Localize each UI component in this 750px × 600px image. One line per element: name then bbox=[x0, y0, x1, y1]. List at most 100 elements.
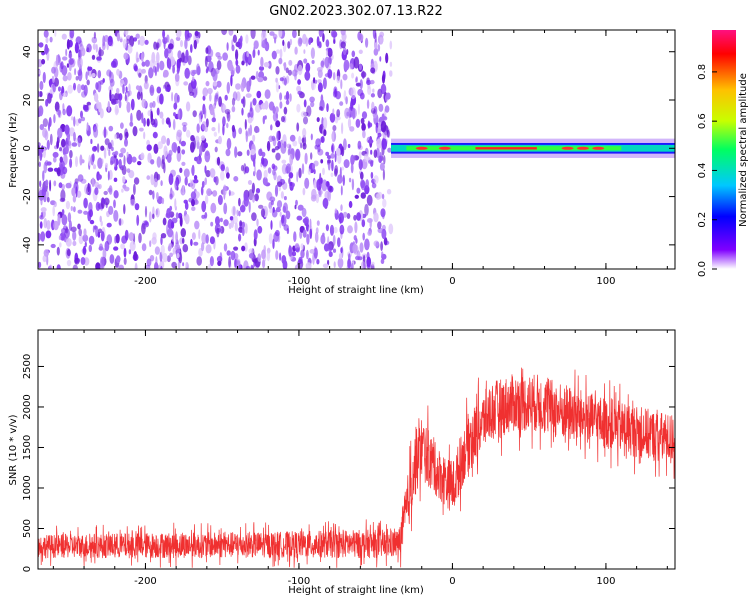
noise-blob bbox=[308, 37, 312, 46]
noise-blob bbox=[283, 77, 287, 86]
noise-blob bbox=[68, 140, 72, 149]
noise-blob bbox=[66, 39, 70, 50]
noise-blob bbox=[73, 206, 76, 213]
noise-blob bbox=[334, 150, 337, 163]
noise-blob bbox=[275, 106, 279, 114]
noise-blob bbox=[353, 56, 360, 69]
noise-blob bbox=[261, 39, 268, 49]
noise-blob bbox=[111, 146, 114, 152]
noise-blob bbox=[190, 191, 197, 200]
noise-blob bbox=[152, 65, 157, 73]
noise-blob bbox=[53, 114, 56, 124]
noise-blob bbox=[93, 181, 100, 188]
noise-blob bbox=[380, 83, 387, 95]
noise-blob bbox=[286, 163, 291, 174]
noise-blob bbox=[379, 36, 384, 45]
noise-blob bbox=[215, 94, 218, 100]
noise-blob bbox=[121, 164, 124, 170]
noise-blob bbox=[144, 39, 149, 45]
noise-blob bbox=[370, 149, 373, 155]
noise-blob bbox=[288, 177, 291, 185]
noise-blob bbox=[343, 59, 350, 71]
noise-blob bbox=[223, 189, 226, 200]
noise-blob bbox=[309, 218, 312, 230]
noise-blob bbox=[45, 179, 49, 187]
noise-blob bbox=[296, 122, 300, 132]
noise-blob bbox=[103, 190, 108, 196]
noise-blob bbox=[373, 48, 379, 56]
noise-blob bbox=[228, 256, 232, 268]
noise-blob bbox=[275, 66, 280, 75]
noise-blob bbox=[367, 86, 372, 95]
noise-blob bbox=[340, 247, 343, 254]
noise-blob bbox=[354, 221, 358, 234]
noise-blob bbox=[350, 99, 354, 112]
noise-blob bbox=[137, 161, 142, 166]
noise-blob bbox=[184, 201, 189, 210]
snr-line bbox=[38, 367, 675, 568]
noise-blob bbox=[279, 101, 283, 109]
noise-blob bbox=[129, 35, 135, 48]
noise-blob bbox=[99, 264, 105, 269]
noise-blob bbox=[129, 240, 136, 252]
noise-blob bbox=[133, 183, 136, 196]
noise-blob bbox=[174, 179, 179, 191]
noise-blob bbox=[247, 116, 253, 124]
noise-blob bbox=[234, 222, 238, 232]
noise-blob bbox=[316, 117, 320, 123]
noise-blob bbox=[42, 127, 48, 138]
noise-blob bbox=[350, 163, 354, 174]
noise-blob bbox=[347, 117, 352, 129]
noise-blob bbox=[321, 179, 328, 192]
noise-blob bbox=[173, 102, 178, 110]
noise-blob bbox=[285, 210, 291, 220]
noise-blob bbox=[161, 197, 165, 205]
noise-blob bbox=[205, 244, 212, 254]
noise-blob bbox=[295, 148, 301, 161]
noise-blob bbox=[236, 91, 241, 102]
noise-blob bbox=[366, 256, 372, 268]
noise-blob bbox=[353, 214, 357, 221]
noise-blob bbox=[175, 36, 181, 41]
noise-blob bbox=[88, 68, 92, 78]
noise-blob bbox=[231, 105, 236, 113]
noise-blob bbox=[257, 253, 262, 262]
noise-blob bbox=[304, 70, 311, 81]
noise-blob bbox=[52, 151, 59, 158]
noise-blob bbox=[304, 152, 308, 165]
noise-blob bbox=[91, 36, 98, 44]
noise-blob bbox=[162, 30, 166, 39]
y-tick-label: 0 bbox=[22, 145, 33, 151]
noise-blob bbox=[374, 39, 378, 50]
noise-blob bbox=[247, 127, 251, 137]
noise-blob bbox=[218, 96, 223, 107]
noise-blob bbox=[87, 66, 93, 71]
noise-blob bbox=[288, 59, 293, 66]
noise-blob bbox=[205, 234, 209, 244]
noise-blob bbox=[293, 231, 297, 243]
noise-blob bbox=[258, 66, 265, 71]
noise-blob bbox=[322, 232, 325, 237]
noise-blob bbox=[306, 233, 310, 245]
noise-blob bbox=[86, 43, 92, 53]
noise-blob bbox=[110, 60, 117, 68]
colorbar-tick-label: 0.4 bbox=[697, 162, 708, 178]
noise-blob bbox=[298, 135, 302, 145]
noise-blob bbox=[360, 171, 364, 180]
signal-peak bbox=[576, 146, 589, 150]
noise-blob bbox=[249, 107, 254, 119]
noise-blob bbox=[56, 140, 59, 149]
spectrogram-x-axis: -200 -100 0 100 bbox=[52, 30, 668, 287]
noise-blob bbox=[272, 169, 276, 176]
noise-blob bbox=[337, 174, 343, 184]
noise-blob bbox=[361, 111, 368, 119]
noise-blob bbox=[245, 130, 248, 143]
noise-blob bbox=[179, 167, 183, 173]
noise-blob bbox=[96, 143, 100, 153]
signal-peak bbox=[415, 146, 428, 150]
noise-blob bbox=[191, 76, 195, 82]
noise-blob bbox=[380, 120, 387, 133]
noise-blob bbox=[86, 79, 90, 86]
noise-blob bbox=[176, 68, 180, 74]
noise-blob bbox=[229, 216, 234, 221]
